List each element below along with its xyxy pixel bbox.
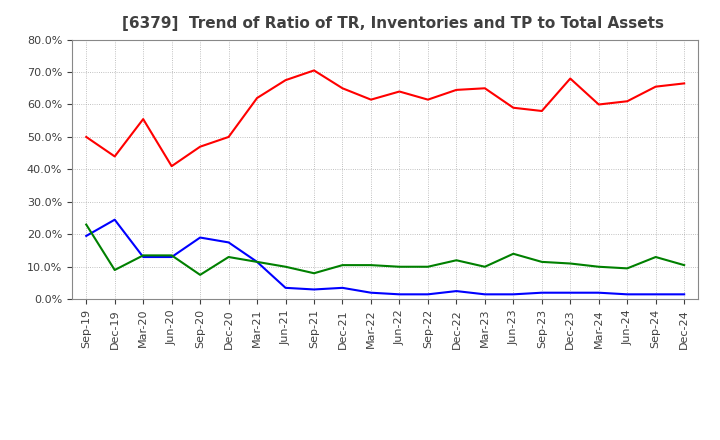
Trade Receivables	[110, 154, 119, 159]
Inventories	[423, 292, 432, 297]
Trade Receivables	[253, 95, 261, 101]
Trade Receivables	[310, 68, 318, 73]
Trade Payables	[652, 254, 660, 260]
Line: Inventories: Inventories	[86, 220, 684, 294]
Line: Trade Receivables: Trade Receivables	[86, 70, 684, 166]
Trade Receivables	[652, 84, 660, 89]
Trade Payables	[623, 266, 631, 271]
Inventories	[110, 217, 119, 222]
Trade Payables	[196, 272, 204, 278]
Trade Payables	[423, 264, 432, 269]
Inventories	[480, 292, 489, 297]
Inventories	[452, 289, 461, 294]
Trade Payables	[366, 263, 375, 268]
Trade Receivables	[423, 97, 432, 102]
Trade Receivables	[225, 134, 233, 139]
Inventories	[338, 285, 347, 290]
Inventories	[623, 292, 631, 297]
Inventories	[566, 290, 575, 295]
Trade Receivables	[196, 144, 204, 149]
Inventories	[253, 259, 261, 264]
Inventories	[167, 254, 176, 260]
Trade Payables	[282, 264, 290, 269]
Trade Payables	[167, 253, 176, 258]
Trade Receivables	[139, 117, 148, 122]
Trade Payables	[537, 259, 546, 264]
Trade Receivables	[82, 134, 91, 139]
Inventories	[282, 285, 290, 290]
Inventories	[310, 287, 318, 292]
Inventories	[595, 290, 603, 295]
Trade Payables	[595, 264, 603, 269]
Inventories	[366, 290, 375, 295]
Trade Payables	[338, 263, 347, 268]
Inventories	[82, 233, 91, 238]
Trade Payables	[110, 268, 119, 273]
Trade Receivables	[623, 99, 631, 104]
Trade Receivables	[167, 164, 176, 169]
Trade Receivables	[566, 76, 575, 81]
Inventories	[225, 240, 233, 245]
Inventories	[680, 292, 688, 297]
Trade Payables	[680, 263, 688, 268]
Trade Receivables	[680, 81, 688, 86]
Inventories	[537, 290, 546, 295]
Trade Receivables	[338, 86, 347, 91]
Trade Payables	[82, 222, 91, 227]
Inventories	[509, 292, 518, 297]
Inventories	[196, 235, 204, 240]
Inventories	[139, 254, 148, 260]
Text: [6379]  Trend of Ratio of TR, Inventories and TP to Total Assets: [6379] Trend of Ratio of TR, Inventories…	[122, 16, 664, 32]
Trade Receivables	[480, 86, 489, 91]
Trade Payables	[452, 258, 461, 263]
Trade Receivables	[366, 97, 375, 102]
Trade Receivables	[509, 105, 518, 110]
Trade Receivables	[537, 108, 546, 114]
Trade Receivables	[452, 87, 461, 92]
Trade Payables	[480, 264, 489, 269]
Trade Payables	[253, 259, 261, 264]
Trade Payables	[566, 261, 575, 266]
Trade Payables	[509, 251, 518, 257]
Trade Payables	[395, 264, 404, 269]
Trade Payables	[225, 254, 233, 260]
Inventories	[652, 292, 660, 297]
Trade Receivables	[282, 77, 290, 83]
Trade Payables	[139, 253, 148, 258]
Trade Receivables	[595, 102, 603, 107]
Line: Trade Payables: Trade Payables	[86, 224, 684, 275]
Inventories	[395, 292, 404, 297]
Trade Payables	[310, 271, 318, 276]
Trade Receivables	[395, 89, 404, 94]
